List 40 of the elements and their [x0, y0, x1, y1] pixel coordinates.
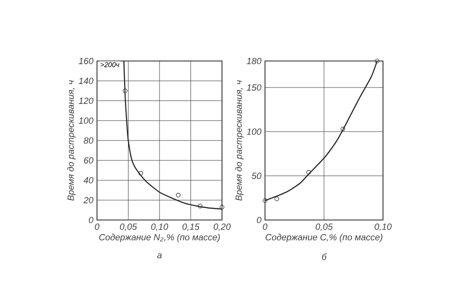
y-tick-label: 140 — [78, 78, 94, 84]
x-tick-label: 0 — [94, 224, 100, 230]
x-tick-label: 0,05 — [120, 224, 138, 231]
point — [274, 196, 280, 202]
x-axis-title: Содержание C,% (по массе) — [266, 234, 382, 242]
point — [340, 126, 346, 132]
y-tick-label: 180 — [246, 58, 262, 64]
point — [262, 198, 268, 203]
point — [138, 171, 144, 176]
x-tick-label: 0,20 — [214, 224, 231, 231]
y-tick-label: 80 — [84, 137, 94, 144]
point — [122, 88, 128, 94]
line-series — [123, 60, 223, 210]
point — [198, 204, 202, 208]
x-tick-label: 0 — [262, 224, 268, 230]
y-tick-label: 100 — [246, 128, 262, 135]
y-tick-label: 0 — [88, 216, 94, 224]
point — [306, 170, 311, 175]
text: а — [157, 253, 162, 258]
y-tick-label: 60 — [84, 157, 94, 164]
text: б — [322, 253, 327, 260]
point — [220, 204, 224, 210]
y-tick-label: 120 — [78, 98, 94, 104]
x-axis-title: Содержание N$_{2}$,% (по массе) — [99, 234, 220, 242]
y-axis-title: Время до растрескивания, ч — [67, 80, 76, 201]
y-tick-label: 0 — [256, 216, 262, 224]
x-tick-label: 0,15 — [182, 224, 200, 231]
y-tick-label: 50 — [252, 172, 262, 180]
x-tick-label: 0,10 — [374, 224, 392, 231]
y-axis-title: Время до растрескивания, ч — [235, 80, 244, 201]
x-tick-label: 0,10 — [151, 224, 168, 231]
y-tick-label: 100 — [78, 117, 94, 124]
y-tick-label: 40 — [84, 177, 94, 184]
point — [374, 58, 380, 64]
point — [176, 192, 181, 198]
y-tick-label: 150 — [246, 84, 262, 91]
y-tick-label: 20 — [83, 196, 94, 204]
line-series — [264, 60, 378, 202]
x-tick-label: 0,05 — [316, 224, 333, 231]
y-tick-label: 160 — [78, 58, 94, 64]
